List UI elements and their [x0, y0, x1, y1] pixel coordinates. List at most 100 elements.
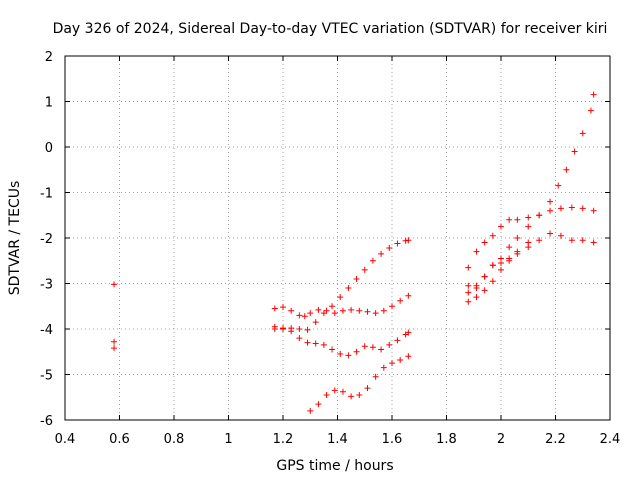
y-tick-label: 1: [45, 96, 53, 111]
data-point: [348, 393, 355, 400]
data-point: [473, 294, 480, 301]
data-point: [547, 198, 554, 205]
data-point: [337, 351, 344, 358]
data-point: [536, 237, 543, 244]
series-arc-1d: [307, 353, 412, 414]
data-point: [280, 325, 286, 332]
data-point: [555, 182, 562, 189]
data-point: [353, 275, 360, 282]
data-point: [301, 313, 308, 320]
x-tick-label: 1.8: [436, 432, 457, 447]
data-point: [590, 207, 597, 214]
data-point: [568, 237, 575, 244]
data-point: [563, 166, 570, 173]
series-arc-2d: [465, 239, 532, 305]
data-point: [506, 244, 513, 251]
data-point: [111, 281, 118, 288]
chart-title: Day 326 of 2024, Sidereal Day-to-day VTE…: [53, 21, 608, 37]
data-point: [547, 207, 554, 214]
series-arc-1c: [271, 325, 412, 359]
data-point: [465, 282, 472, 289]
data-point: [337, 294, 344, 301]
data-point: [506, 216, 513, 223]
data-point: [525, 214, 532, 221]
data-point: [378, 346, 385, 353]
data-point: [345, 352, 352, 359]
data-point: [378, 250, 385, 257]
data-point: [345, 285, 352, 292]
data-point: [361, 343, 368, 350]
x-tick-label: 2.2: [545, 432, 566, 447]
data-point: [405, 292, 412, 299]
axis-ticks: 0.4 0.6 0.8 1 1.2 1.4 1.6 1.8 2 2.2 2.4 -6 -5 -4 -3 -2 -…: [40, 50, 620, 447]
data-point: [386, 341, 393, 348]
y-tick-label: -6: [40, 414, 53, 429]
data-point: [380, 364, 387, 371]
data-point: [489, 278, 496, 285]
data-point: [498, 260, 504, 267]
data-point: [590, 91, 597, 98]
data-point: [307, 310, 314, 317]
y-tick-label: 2: [45, 50, 53, 65]
data-point: [498, 266, 504, 273]
data-point: [323, 391, 330, 398]
data-point: [473, 248, 480, 255]
x-tick-label: 0.4: [55, 432, 76, 447]
data-point: [312, 340, 319, 347]
data-point: [557, 232, 564, 239]
data-point: [389, 360, 395, 367]
data-point: [465, 298, 472, 305]
data-point: [331, 387, 338, 394]
x-tick-label: 1.2: [273, 432, 294, 447]
data-point: [356, 391, 363, 398]
data-point: [397, 356, 404, 363]
x-tick-label: 1.4: [327, 432, 348, 447]
y-tick-label: -2: [40, 232, 53, 247]
data-point: [481, 239, 488, 246]
data-point: [587, 107, 594, 114]
data-point: [339, 307, 346, 314]
y-tick-label: -3: [40, 278, 53, 293]
y-tick-label: -5: [40, 369, 53, 384]
data-point: [514, 235, 521, 241]
data-point: [405, 353, 412, 360]
data-point: [296, 312, 303, 319]
data-point: [271, 305, 278, 312]
data-point: [361, 266, 368, 273]
data-point: [386, 245, 393, 252]
data-point: [473, 285, 480, 292]
data-point: [364, 308, 371, 315]
data-point: [481, 273, 488, 280]
data-point: [304, 339, 311, 346]
data-point: [514, 248, 521, 255]
data-point: [557, 205, 564, 212]
data-point: [506, 255, 513, 262]
data-point: [536, 212, 543, 219]
data-point: [111, 345, 118, 352]
data-point: [481, 287, 488, 294]
data-point: [329, 303, 336, 310]
data-point: [312, 319, 319, 326]
data-point: [111, 338, 118, 345]
x-tick-label: 1: [224, 432, 232, 447]
data-point: [353, 348, 360, 355]
data-point: [571, 148, 578, 155]
data-point: [498, 223, 504, 230]
x-axis-label: GPS time / hours: [276, 458, 393, 474]
data-point: [405, 237, 412, 244]
data-point: [372, 373, 379, 380]
series-arc-1b: [271, 237, 412, 333]
data-point: [369, 344, 376, 351]
y-axis-label: SDTVAR / TECUs: [7, 181, 23, 296]
data-point: [525, 223, 532, 230]
x-tick-label: 2.4: [600, 432, 621, 447]
data-point: [329, 346, 336, 353]
data-point: [389, 303, 395, 310]
data-point: [397, 297, 404, 304]
data-point: [525, 239, 532, 246]
data-point: [339, 388, 346, 395]
data-point: [320, 341, 327, 348]
data-point: [579, 237, 586, 244]
grid-lines: [65, 56, 610, 420]
